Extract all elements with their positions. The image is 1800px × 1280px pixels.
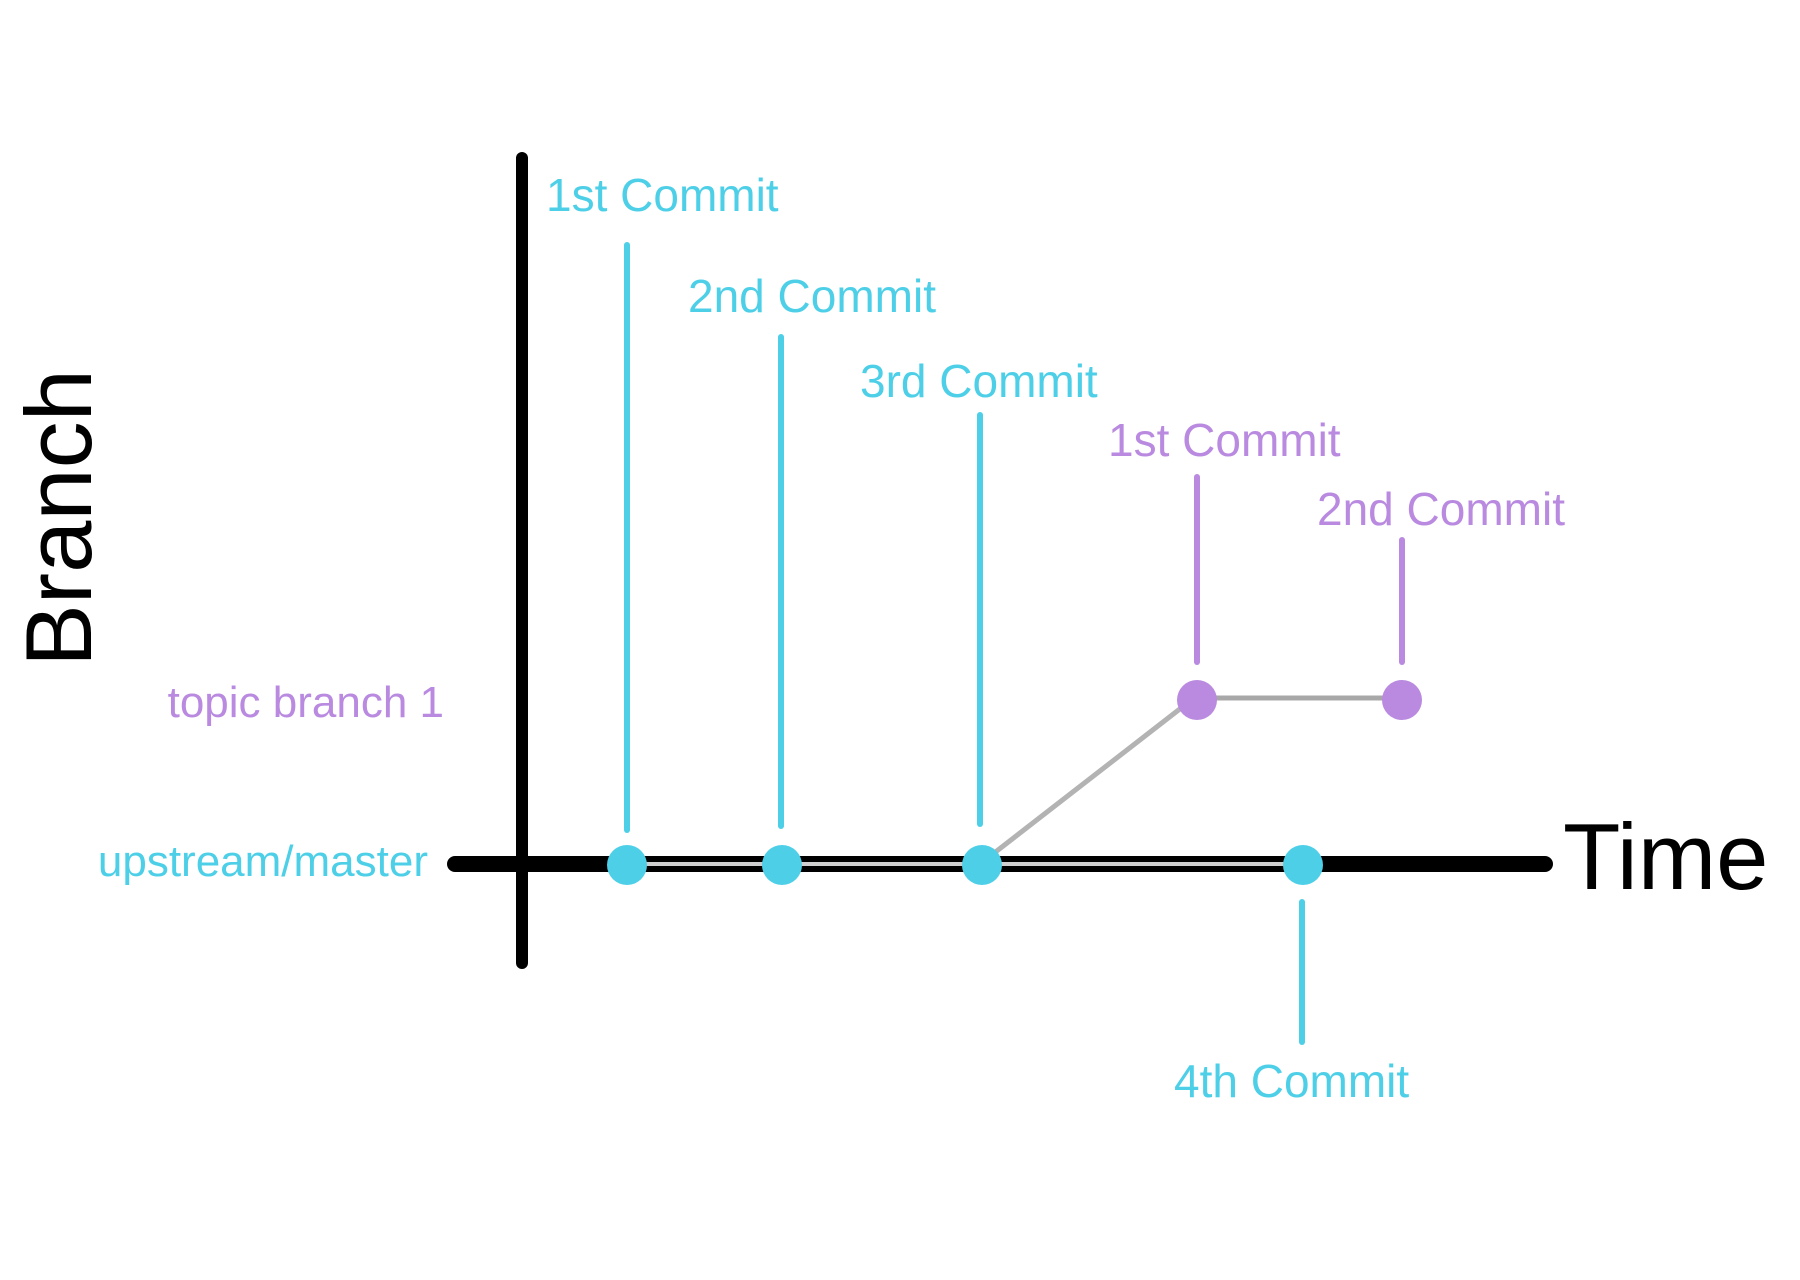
- upstream-commit-2-label: 2nd Commit: [688, 270, 936, 322]
- upstream-commit-4-dot: [1283, 845, 1323, 885]
- branch-connector: [977, 695, 1197, 867]
- topic-commit-2-dot: [1382, 680, 1422, 720]
- time-axis-label: Time: [1563, 804, 1768, 909]
- upstream-commit-3-dot: [962, 845, 1002, 885]
- upstream-branch-label: upstream/master: [98, 837, 428, 886]
- upstream-commit-4-label: 4th Commit: [1174, 1055, 1409, 1107]
- upstream-commit-1-dot: [607, 845, 647, 885]
- topic-branch-label: topic branch 1: [168, 678, 444, 727]
- topic-commit-1-label: 1st Commit: [1108, 414, 1341, 466]
- upstream-commit-1-label: 1st Commit: [546, 169, 779, 221]
- topic-commit-2-label: 2nd Commit: [1317, 483, 1565, 535]
- upstream-commit-2-dot: [762, 845, 802, 885]
- upstream-commit-3-label: 3rd Commit: [860, 355, 1098, 407]
- topic-commit-1-dot: [1177, 680, 1217, 720]
- branch-axis-label: Branch: [6, 369, 111, 667]
